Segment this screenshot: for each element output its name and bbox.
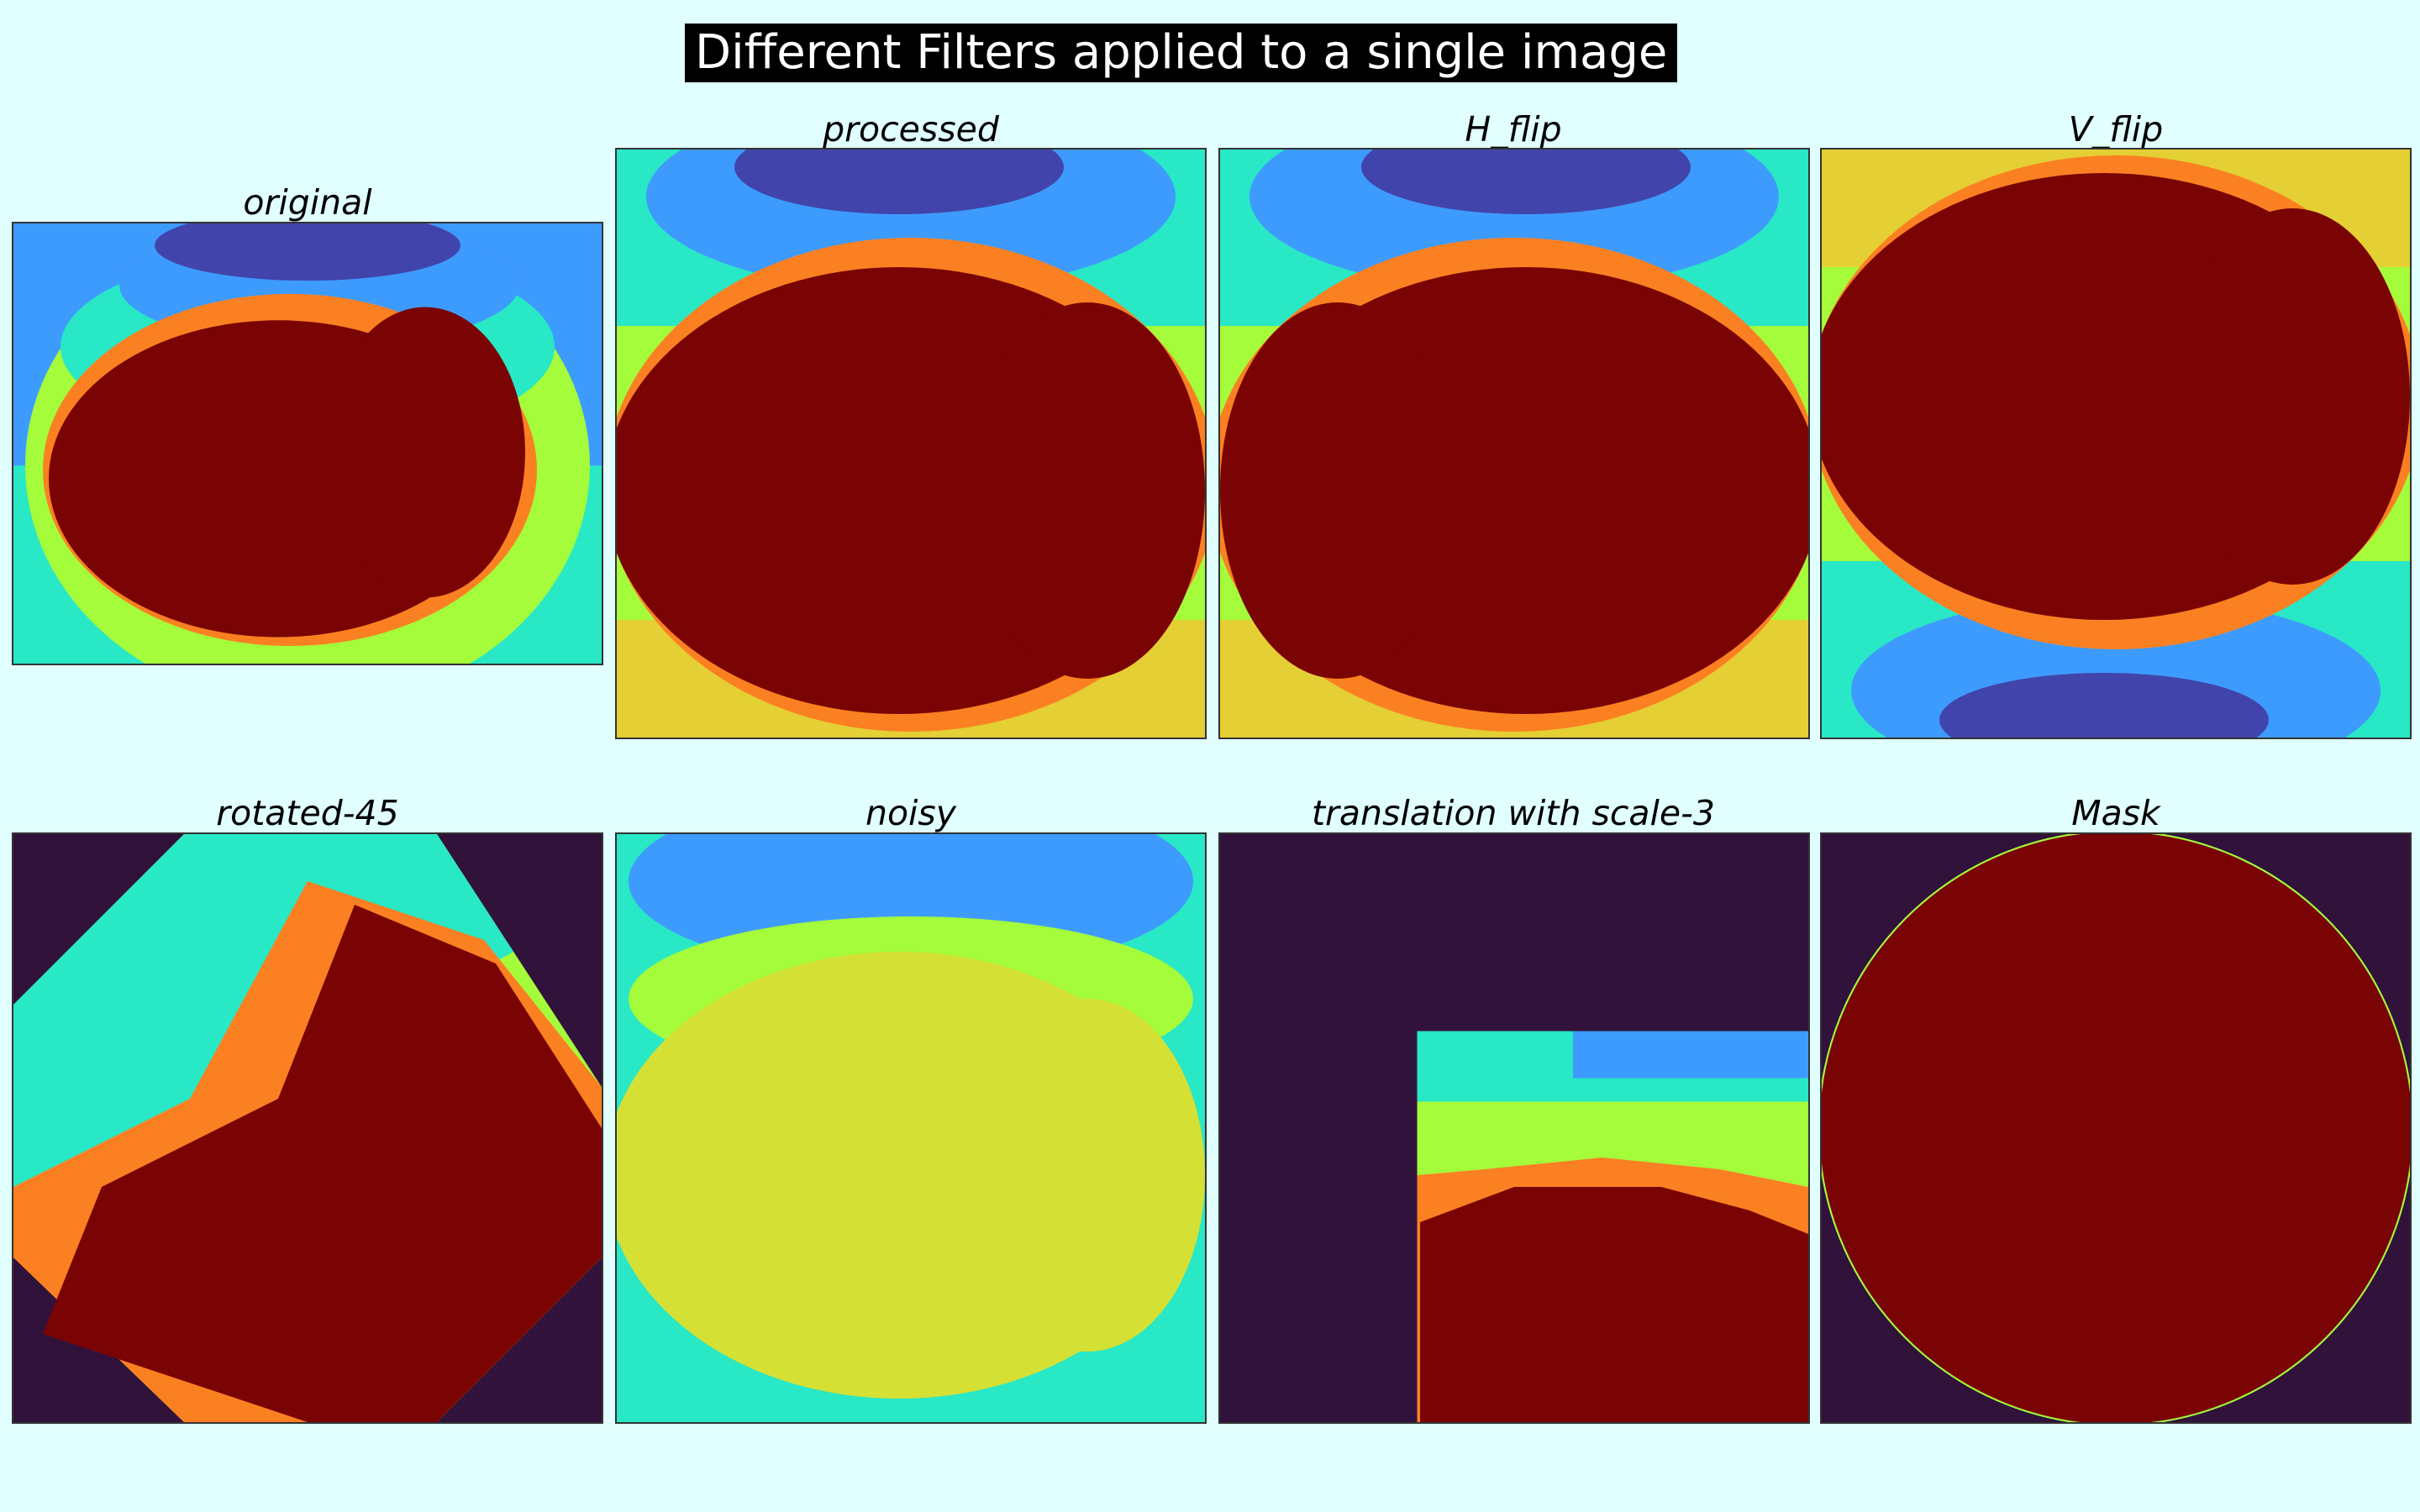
panel-translation — [1218, 832, 1810, 1424]
panel-title-original: original — [243, 182, 372, 223]
panel-title-hflip: H_flip — [1465, 109, 1562, 150]
panel-title-mask: Mask — [2071, 793, 2160, 833]
noisy-image — [617, 834, 1205, 1422]
processed-image — [617, 150, 1205, 738]
panel-vflip — [1820, 148, 2412, 739]
panel-title-vflip: V_flip — [2068, 109, 2164, 150]
panel-mask — [1820, 832, 2412, 1424]
original-image — [13, 223, 602, 664]
panel-title-translation: translation with scale-3 — [1311, 793, 1716, 833]
panel-processed — [615, 148, 1207, 739]
hflip-image — [1220, 150, 1808, 738]
translation-image — [1220, 834, 1808, 1422]
panel-hflip — [1218, 148, 1810, 739]
panel-rotated — [12, 832, 603, 1424]
vflip-image — [1822, 150, 2410, 738]
panel-noisy — [615, 832, 1207, 1424]
panel-title-rotated: rotated-45 — [216, 793, 399, 833]
figure-title: Different Filters applied to a single im… — [685, 24, 1678, 82]
panel-title-noisy: noisy — [865, 793, 957, 833]
mask-image — [1822, 834, 2410, 1422]
panel-title-processed: processed — [823, 109, 999, 150]
panel-original — [12, 222, 603, 665]
rotated-image — [13, 834, 602, 1422]
